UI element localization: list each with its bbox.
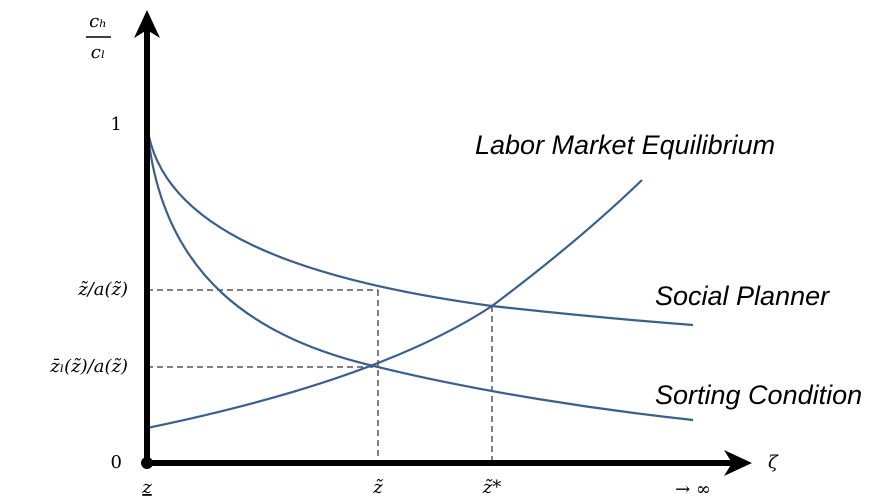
curve-label: Social Planner (655, 281, 830, 311)
x-tick-label: z̃* (482, 477, 501, 498)
y-label-denominator: cₗ (91, 42, 105, 63)
y-tick-label: z̄ₗ(z̃)/a(z̃) (49, 356, 128, 377)
y-tick-label: 1 (111, 114, 122, 135)
y-tick-label: z̃/a(z̃) (77, 279, 128, 300)
y-label-numerator: cₕ (89, 11, 107, 32)
curve-label: Sorting Condition (655, 380, 862, 410)
origin (141, 457, 153, 469)
x-tick-label: z (141, 477, 152, 498)
x-arrow (724, 450, 752, 476)
sorting-curve (145, 124, 694, 422)
x-label: ζ (768, 452, 779, 473)
curve-label: Labor Market Equilibrium (475, 130, 775, 160)
labor-market-curve (146, 179, 643, 430)
y-arrow (134, 10, 160, 38)
x-tick-label: → ∞ (675, 479, 711, 500)
social-planner-curve (145, 124, 694, 327)
y-tick-label: 0 (111, 452, 122, 473)
x-tick-label: z̃ (372, 477, 383, 498)
